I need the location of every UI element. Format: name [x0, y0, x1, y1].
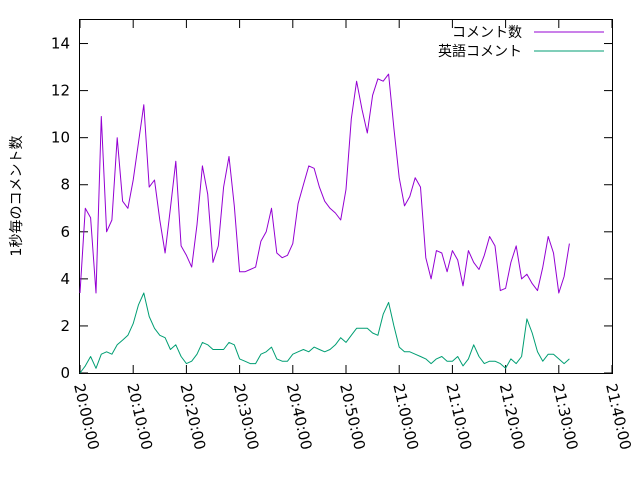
y-tick-label: 8 — [60, 176, 70, 194]
series-layer — [79, 73, 570, 374]
plot-frame — [79, 19, 613, 374]
y-axis: 0 2 4 6 8 10 12 14 — [51, 35, 612, 382]
y-tick-label: 10 — [51, 129, 70, 147]
y-tick-label: 6 — [60, 223, 70, 241]
y-tick-label: 2 — [60, 317, 70, 335]
legend-label: コメント数 — [452, 25, 522, 41]
series-line-1 — [79, 73, 570, 294]
y-tick-label: 12 — [51, 82, 70, 100]
legend-label: 英語コメント — [438, 43, 522, 60]
y-tick-label: 4 — [60, 270, 70, 288]
series-line-2 — [79, 292, 570, 374]
y-axis-title: 1秒毎のコメント数 — [9, 136, 25, 257]
y-tick-label: 0 — [60, 364, 70, 382]
y-tick-label: 14 — [51, 35, 70, 53]
